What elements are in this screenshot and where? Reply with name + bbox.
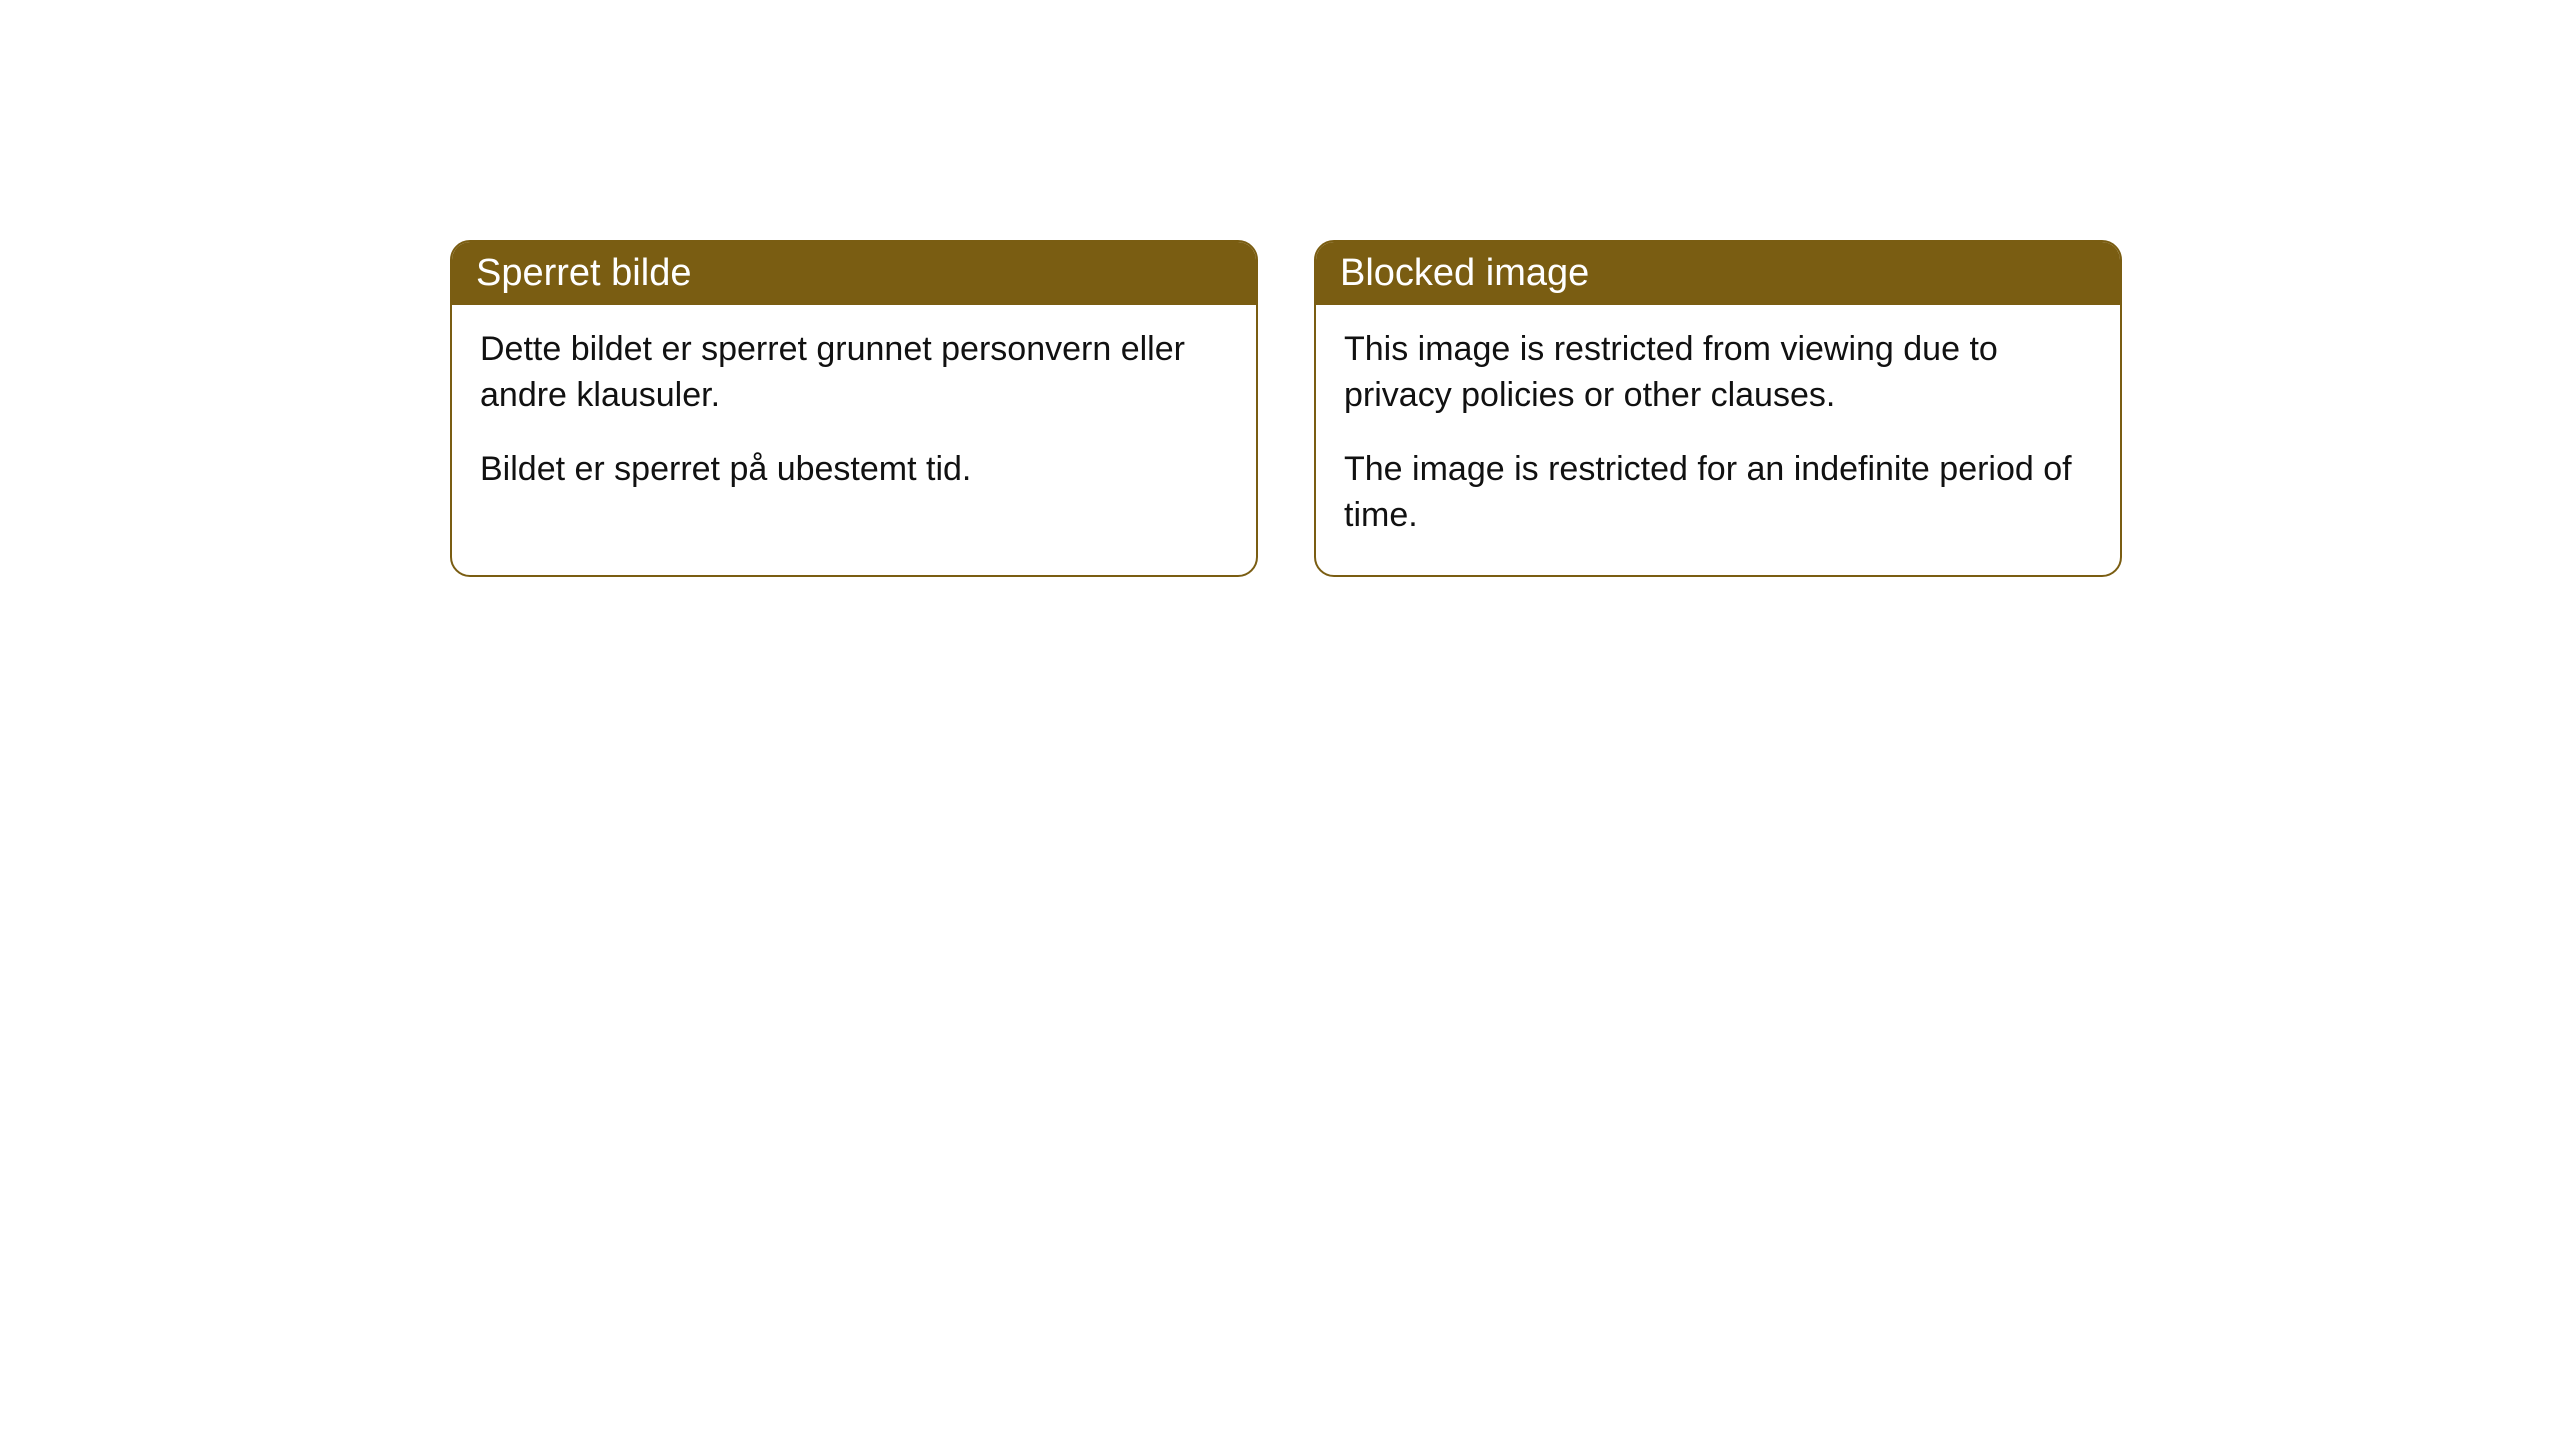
card-body: This image is restricted from viewing du… — [1316, 305, 2120, 575]
card-paragraph: The image is restricted for an indefinit… — [1344, 447, 2092, 539]
card-paragraph: Dette bildet er sperret grunnet personve… — [480, 327, 1228, 419]
blocked-image-card-norwegian: Sperret bilde Dette bildet er sperret gr… — [450, 240, 1258, 577]
card-title: Sperret bilde — [452, 242, 1256, 305]
card-body: Dette bildet er sperret grunnet personve… — [452, 305, 1256, 529]
card-paragraph: Bildet er sperret på ubestemt tid. — [480, 447, 1228, 493]
blocked-image-card-english: Blocked image This image is restricted f… — [1314, 240, 2122, 577]
card-paragraph: This image is restricted from viewing du… — [1344, 327, 2092, 419]
card-title: Blocked image — [1316, 242, 2120, 305]
cards-container: Sperret bilde Dette bildet er sperret gr… — [0, 0, 2560, 577]
